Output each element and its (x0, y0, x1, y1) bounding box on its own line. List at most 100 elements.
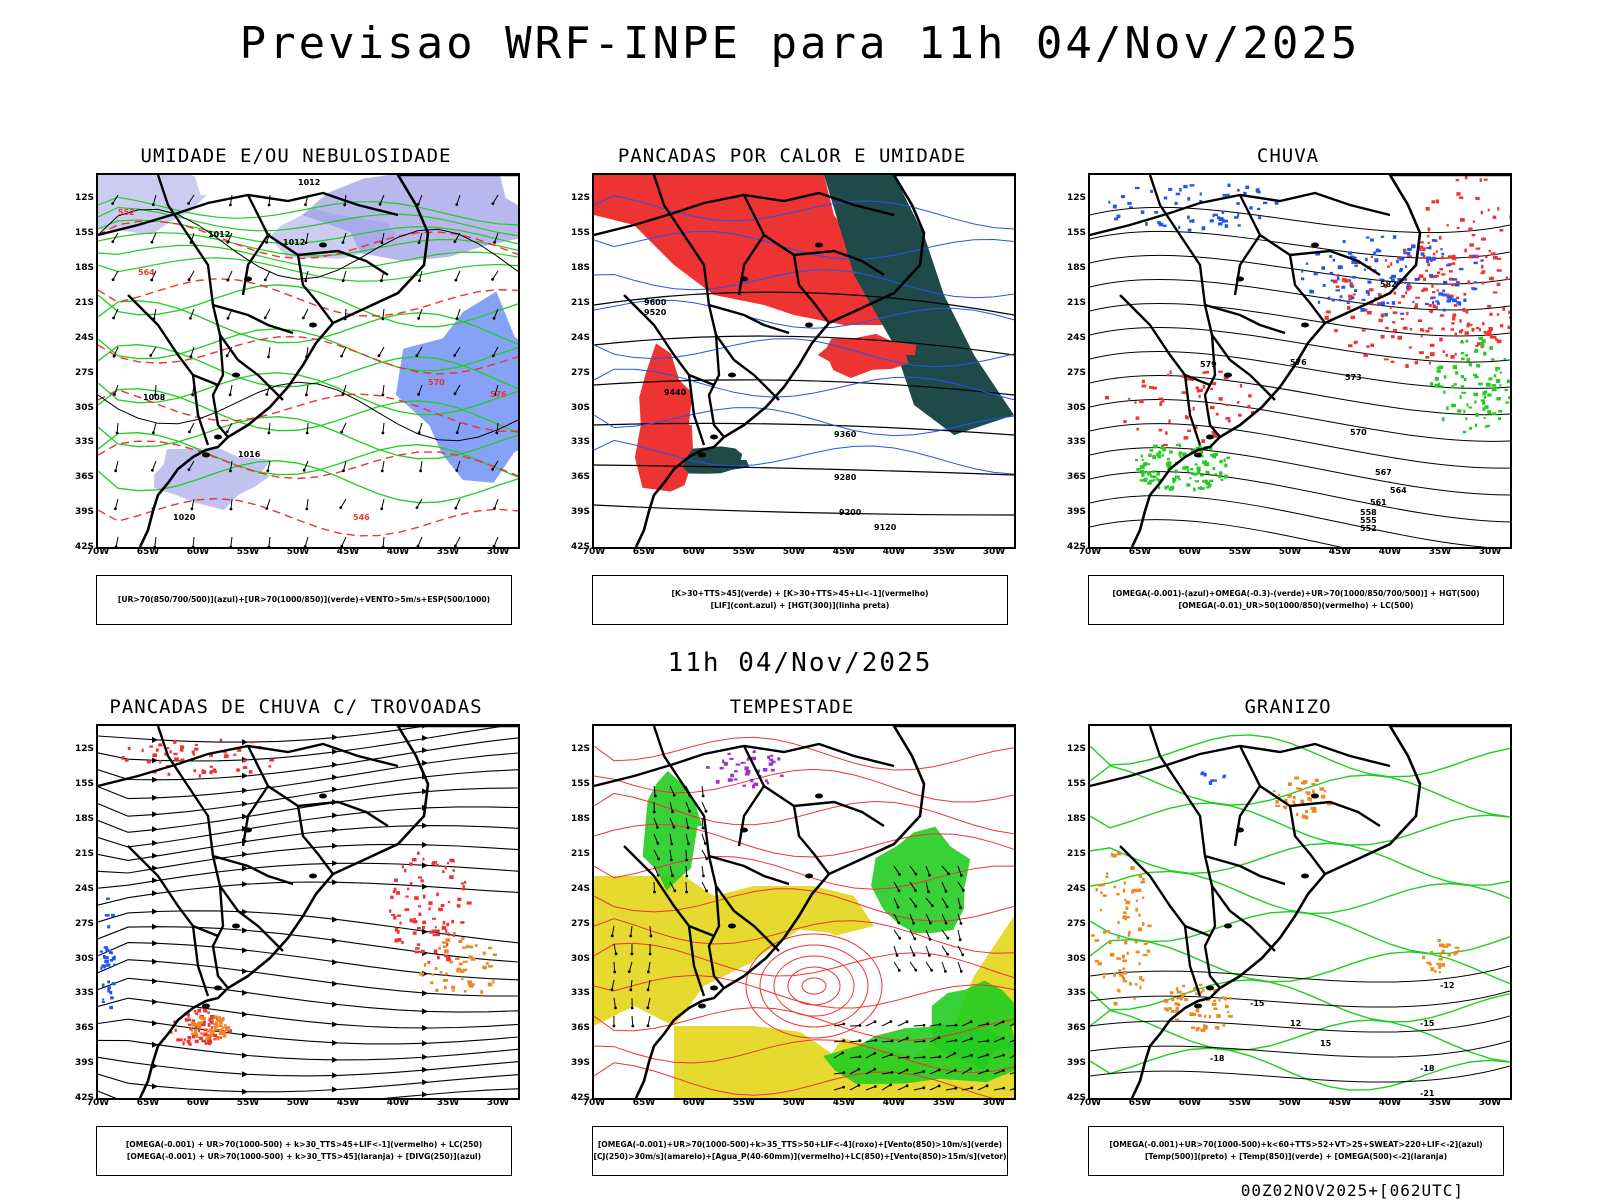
rain-blue (1391, 301, 1396, 305)
legend-line: [Temp(500)](preto) + [Temp(850)](verde) … (1144, 1152, 1448, 1161)
rain-red (1417, 249, 1422, 252)
rain-red (1215, 412, 1219, 416)
rain-blue (1175, 192, 1181, 196)
country-border (246, 194, 389, 277)
contour-label: 9440 (664, 388, 687, 397)
wind-vector-head (380, 241, 384, 245)
streamline (98, 977, 518, 1013)
rain-red (1471, 328, 1475, 332)
wind-vector-head (930, 904, 934, 908)
wind-vector-head (341, 279, 345, 282)
panel-title: GRANIZO (1244, 696, 1332, 718)
flow-arrow (422, 841, 428, 848)
wind-vector (653, 785, 656, 796)
thunder-red (414, 896, 419, 900)
flow-arrow (152, 958, 158, 965)
wind-vector-head (959, 970, 963, 973)
rain-blue (1384, 313, 1388, 317)
rain-red (1414, 360, 1419, 365)
thunder-red (397, 938, 402, 942)
lif-contour-blue (594, 269, 1014, 299)
country-border (1288, 254, 1326, 324)
rain-red (1389, 306, 1392, 309)
wind-vector-head (191, 545, 195, 547)
rain-green (1139, 465, 1145, 469)
thunder-red (236, 768, 240, 772)
contour-label: 582 (1380, 280, 1397, 289)
wind-vector-head (653, 794, 657, 798)
height-contour (1090, 206, 1510, 234)
rain-red (1335, 285, 1340, 288)
wind-vector-head (986, 1053, 989, 1057)
omega-orange (1131, 890, 1134, 894)
thunder-red (393, 887, 397, 891)
wind-vector-head (342, 469, 345, 473)
rain-red (1223, 375, 1229, 380)
wind-vector-head (150, 278, 154, 282)
wind-vector (305, 384, 309, 395)
wind-vector (977, 1054, 988, 1059)
wind-vector-head (453, 354, 457, 357)
rain-green (1143, 471, 1147, 474)
wind-vector-head (340, 430, 344, 434)
rain-red (1123, 420, 1127, 424)
flow-arrow (332, 980, 338, 987)
rain-blue (1426, 247, 1432, 250)
rain-green (1156, 477, 1159, 481)
rain-green (1141, 458, 1144, 461)
omega-orange (1122, 959, 1128, 963)
page-title: Previsao WRF-INPE para 11h 04/Nov/2025 (239, 18, 1361, 69)
wind-vector-head (929, 921, 932, 925)
wind-vector (226, 422, 233, 433)
lif-contour-blue (594, 231, 1014, 260)
height-contour (594, 464, 1014, 476)
lat-tick-label: 21S (570, 297, 590, 308)
thunder-red (164, 752, 167, 756)
wind-vector (881, 1084, 891, 1091)
rain-blue (1183, 184, 1188, 189)
rain-blue (1412, 300, 1415, 304)
thunder-red (417, 876, 423, 879)
country-border (1229, 910, 1276, 952)
lake-mark (698, 1003, 706, 1009)
lake-mark (815, 793, 823, 799)
rain-red (1454, 352, 1457, 356)
wind-vector-head (380, 507, 384, 511)
rain-red (1159, 401, 1163, 405)
rain-green (1493, 374, 1497, 378)
rain-red (1466, 324, 1470, 328)
wind-vector-head (492, 316, 496, 320)
streamline (98, 1056, 518, 1077)
rain-red (1348, 344, 1353, 348)
rain-red (1487, 330, 1492, 334)
rain-red (1509, 215, 1510, 219)
wind-vector-head (687, 842, 690, 846)
country-border (688, 373, 715, 387)
rain-green (1503, 358, 1506, 361)
wind-vector-head (187, 278, 191, 282)
rain-blue (1332, 258, 1336, 262)
wind-vector-head (938, 1023, 942, 1026)
wind-vector-head (491, 278, 494, 281)
divergence-blue (110, 996, 114, 1000)
lat-tick-label: 15S (74, 228, 94, 239)
wind-vector (114, 498, 119, 509)
rain-red (1425, 355, 1430, 359)
lake-mark (244, 827, 252, 833)
pressure-contour-red (594, 888, 1014, 922)
wind-vector-head (614, 952, 618, 956)
rain-red (1471, 234, 1476, 237)
wind-vector-head (914, 968, 918, 972)
thunder-orange (190, 1028, 194, 1032)
rain-green (1205, 481, 1209, 485)
wind-vector (116, 422, 119, 434)
thunder-red (446, 922, 450, 927)
rain-green (1191, 472, 1195, 476)
rain-green (1165, 462, 1170, 466)
thunder-orange (444, 949, 449, 954)
wind-vector-head (928, 954, 931, 957)
lake-mark (1194, 1003, 1202, 1009)
rain-blue (1199, 200, 1203, 203)
thickness-line (98, 497, 518, 537)
rain-red (1495, 338, 1498, 342)
